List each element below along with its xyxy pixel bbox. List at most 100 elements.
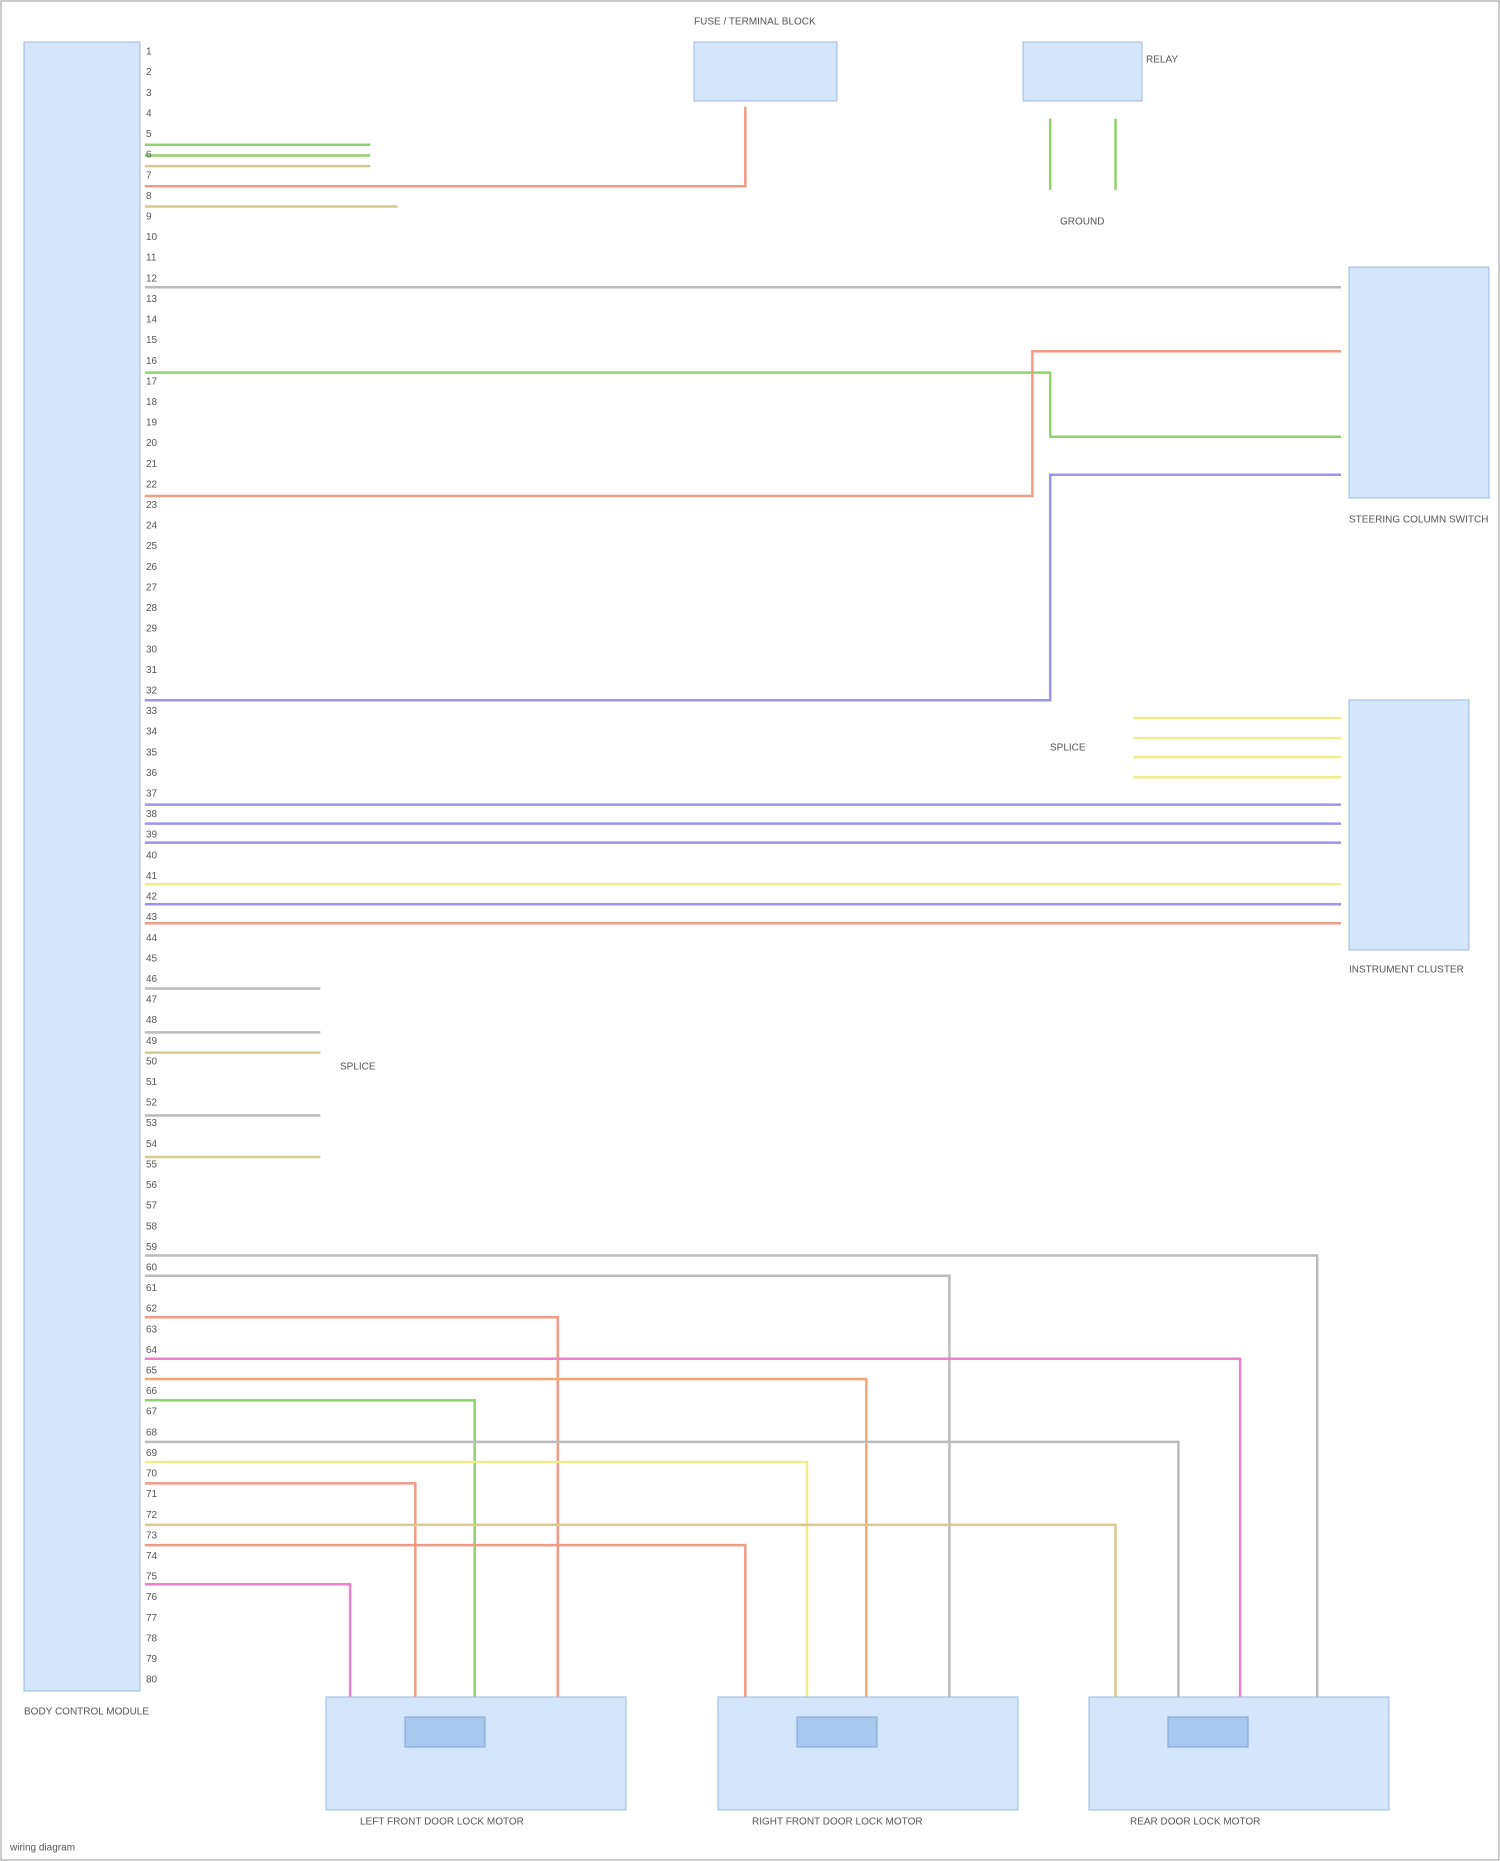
pin-number: 49 — [146, 1036, 158, 1047]
motor — [1167, 1716, 1249, 1748]
pin-number: 52 — [146, 1098, 158, 1109]
component-label: FUSE / TERMINAL BLOCK — [694, 17, 816, 28]
pin-number: 69 — [146, 1448, 158, 1459]
pin-number: 77 — [146, 1613, 158, 1624]
pin-number: 50 — [146, 1056, 158, 1067]
module-label: BODY CONTROL MODULE — [24, 1707, 149, 1718]
pin-number: 66 — [146, 1386, 158, 1397]
pin-number: 47 — [146, 995, 158, 1006]
pin-number: 75 — [146, 1572, 158, 1583]
pin-number: 4 — [146, 108, 152, 119]
pin-number: 27 — [146, 582, 158, 593]
pin-number: 57 — [146, 1201, 158, 1212]
pin-number: 45 — [146, 953, 158, 964]
component-box — [693, 41, 838, 102]
pin-number: 17 — [146, 376, 158, 387]
pin-number: 8 — [146, 191, 152, 202]
pin-number: 2 — [146, 67, 152, 78]
wire — [144, 1583, 352, 1697]
wire — [144, 371, 1341, 438]
pin-number: 42 — [146, 892, 158, 903]
wire — [144, 1543, 747, 1697]
pin-number: 19 — [146, 418, 158, 429]
wire — [144, 1254, 1319, 1697]
pin-number: 32 — [146, 685, 158, 696]
pin-number: 78 — [146, 1633, 158, 1644]
pin-number: 46 — [146, 974, 158, 985]
component-box — [1348, 699, 1470, 951]
wire — [144, 1460, 809, 1697]
component-label: RELAY — [1146, 55, 1178, 66]
pin-number: 54 — [146, 1139, 158, 1150]
pins: 1234567891011121314151617181920212223242… — [146, 47, 158, 1686]
pin-number: 28 — [146, 603, 158, 614]
pin-number: 63 — [146, 1324, 158, 1335]
pin-number: 74 — [146, 1551, 158, 1562]
wire — [144, 1482, 417, 1697]
pin-number: 43 — [146, 912, 158, 923]
pin-number: 55 — [146, 1159, 158, 1170]
pin-number: 24 — [146, 521, 158, 532]
pin-number: 59 — [146, 1242, 158, 1253]
pin-number: 14 — [146, 315, 158, 326]
wire — [144, 350, 1341, 498]
pin-number: 58 — [146, 1221, 158, 1232]
pin-number: 3 — [146, 88, 152, 99]
component-box — [717, 1696, 1019, 1811]
pin-number: 11 — [146, 253, 157, 264]
pin-number: 73 — [146, 1530, 158, 1541]
component-label: RIGHT FRONT DOOR LOCK MOTOR — [752, 1817, 923, 1828]
wire — [144, 1315, 560, 1697]
pin-number: 68 — [146, 1427, 158, 1438]
pin-number: 67 — [146, 1407, 158, 1418]
pin-number: 37 — [146, 789, 158, 800]
pin-number: 72 — [146, 1510, 158, 1521]
pin-number: 7 — [146, 170, 152, 181]
wire — [144, 1440, 1180, 1697]
wire — [144, 1357, 1242, 1697]
component-box — [1348, 266, 1490, 499]
pin-number: 64 — [146, 1345, 158, 1356]
pin-number: 38 — [146, 809, 158, 820]
component-label: GROUND — [1060, 217, 1104, 228]
pin-number: 23 — [146, 500, 158, 511]
pin-number: 22 — [146, 479, 158, 490]
pin-number: 79 — [146, 1654, 158, 1665]
wire — [144, 1377, 868, 1697]
pin-number: 40 — [146, 850, 158, 861]
pin-number: 21 — [146, 459, 158, 470]
pin-number: 61 — [146, 1283, 158, 1294]
component-label: STEERING COLUMN SWITCH — [1349, 515, 1488, 526]
wire — [144, 1274, 951, 1697]
pin-number: 25 — [146, 541, 158, 552]
pin-number: 20 — [146, 438, 158, 449]
pin-number: 60 — [146, 1262, 158, 1273]
pin-number: 10 — [146, 232, 158, 243]
wire — [144, 106, 747, 188]
pin-number: 16 — [146, 356, 158, 367]
module-box — [23, 41, 141, 1692]
pin-number: 71 — [146, 1489, 158, 1500]
pin-number: 1 — [146, 47, 152, 58]
pin-number: 6 — [146, 150, 152, 161]
wire — [144, 1399, 476, 1697]
pin-number: 41 — [146, 871, 158, 882]
motor — [404, 1716, 486, 1748]
pin-number: 53 — [146, 1118, 158, 1129]
splice-label: SPLICE — [1050, 743, 1086, 754]
component-label: LEFT FRONT DOOR LOCK MOTOR — [360, 1817, 524, 1828]
pin-number: 31 — [146, 665, 158, 676]
pin-number: 18 — [146, 397, 158, 408]
pin-number: 76 — [146, 1592, 158, 1603]
pin-number: 12 — [146, 273, 158, 284]
pin-number: 56 — [146, 1180, 158, 1191]
wire — [144, 1523, 1117, 1697]
pin-number: 15 — [146, 335, 158, 346]
pin-number: 36 — [146, 768, 158, 779]
footer: wiring diagram — [9, 1843, 75, 1854]
wire — [144, 473, 1341, 702]
pin-number: 33 — [146, 706, 158, 717]
pin-number: 70 — [146, 1469, 158, 1480]
